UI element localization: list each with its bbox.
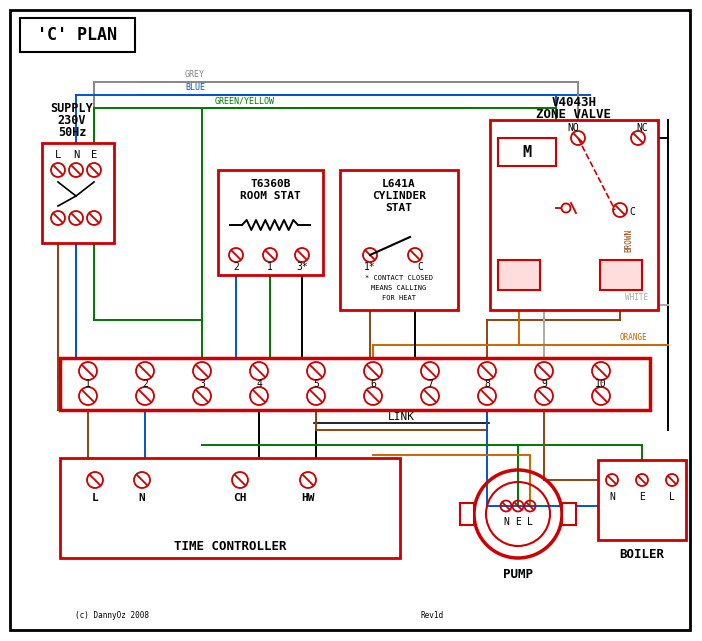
FancyBboxPatch shape xyxy=(20,18,135,52)
Text: 1*: 1* xyxy=(364,262,376,272)
Text: FOR HEAT: FOR HEAT xyxy=(382,295,416,301)
Text: E: E xyxy=(515,517,521,527)
FancyBboxPatch shape xyxy=(562,503,576,525)
Text: WHITE: WHITE xyxy=(625,293,648,302)
Text: 1: 1 xyxy=(85,379,91,389)
FancyBboxPatch shape xyxy=(460,503,474,525)
FancyBboxPatch shape xyxy=(498,138,556,166)
Text: 230V: 230V xyxy=(58,113,86,126)
Text: LINK: LINK xyxy=(388,412,414,422)
Text: L: L xyxy=(55,150,61,160)
Text: 'C' PLAN: 'C' PLAN xyxy=(37,26,117,44)
FancyBboxPatch shape xyxy=(598,460,686,540)
FancyBboxPatch shape xyxy=(490,120,658,310)
Text: NO: NO xyxy=(567,123,579,133)
Text: ZONE VALVE: ZONE VALVE xyxy=(536,108,611,121)
Text: PUMP: PUMP xyxy=(503,567,533,581)
Text: TIME CONTROLLER: TIME CONTROLLER xyxy=(174,540,286,553)
Text: * CONTACT CLOSED: * CONTACT CLOSED xyxy=(365,275,433,281)
Text: BLUE: BLUE xyxy=(185,83,205,92)
Text: M: M xyxy=(522,144,531,160)
Text: 5: 5 xyxy=(313,379,319,389)
Text: N: N xyxy=(503,517,509,527)
Text: C: C xyxy=(417,262,423,272)
Text: L641A: L641A xyxy=(382,179,416,189)
Text: NC: NC xyxy=(636,123,648,133)
Text: E: E xyxy=(91,150,97,160)
Text: L: L xyxy=(527,517,533,527)
Text: ORANGE: ORANGE xyxy=(620,333,648,342)
Text: 3: 3 xyxy=(199,379,205,389)
Text: N: N xyxy=(138,493,145,503)
Text: 4: 4 xyxy=(256,379,262,389)
Text: V4043H: V4043H xyxy=(552,96,597,108)
Text: 2: 2 xyxy=(142,379,148,389)
Text: C: C xyxy=(629,207,635,217)
FancyBboxPatch shape xyxy=(498,260,540,290)
Text: HW: HW xyxy=(301,493,314,503)
FancyBboxPatch shape xyxy=(10,10,690,630)
Text: 1: 1 xyxy=(267,262,273,272)
Text: CH: CH xyxy=(233,493,246,503)
Text: L: L xyxy=(669,492,675,502)
FancyBboxPatch shape xyxy=(218,170,323,275)
Text: 10: 10 xyxy=(595,379,607,389)
Text: BOILER: BOILER xyxy=(619,547,665,560)
Text: E: E xyxy=(639,492,645,502)
Text: GREEN/YELLOW: GREEN/YELLOW xyxy=(215,96,275,105)
Text: STAT: STAT xyxy=(385,203,413,213)
Text: GREY: GREY xyxy=(185,70,205,79)
Text: 3*: 3* xyxy=(296,262,308,272)
Text: Rev1d: Rev1d xyxy=(420,611,443,620)
Text: (c) DannyOz 2008: (c) DannyOz 2008 xyxy=(75,611,149,620)
Text: ROOM STAT: ROOM STAT xyxy=(240,191,301,201)
Text: T6360B: T6360B xyxy=(250,179,291,189)
Text: 50Hz: 50Hz xyxy=(58,126,86,138)
Text: 2: 2 xyxy=(233,262,239,272)
FancyBboxPatch shape xyxy=(600,260,642,290)
Text: 7: 7 xyxy=(427,379,433,389)
Text: 6: 6 xyxy=(370,379,376,389)
Text: CYLINDER: CYLINDER xyxy=(372,191,426,201)
FancyBboxPatch shape xyxy=(42,143,114,243)
Text: MEANS CALLING: MEANS CALLING xyxy=(371,285,427,291)
FancyBboxPatch shape xyxy=(60,358,650,410)
Text: 8: 8 xyxy=(484,379,490,389)
Text: BROWN: BROWN xyxy=(624,228,633,251)
Text: N: N xyxy=(73,150,79,160)
Text: 9: 9 xyxy=(541,379,547,389)
FancyBboxPatch shape xyxy=(60,458,400,558)
Text: SUPPLY: SUPPLY xyxy=(51,101,93,115)
Text: N: N xyxy=(609,492,615,502)
Text: L: L xyxy=(92,493,98,503)
FancyBboxPatch shape xyxy=(340,170,458,310)
